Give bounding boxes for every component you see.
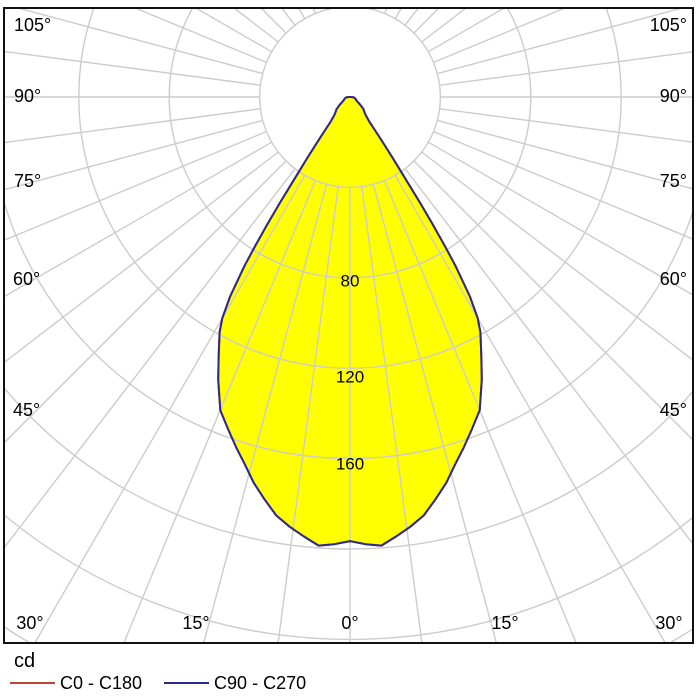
grid-spoke-322.5	[5, 168, 296, 548]
c90-c270-line-swatch	[164, 682, 210, 684]
grid-spoke-37.5	[404, 168, 692, 544]
grid-spoke-60	[427, 141, 692, 296]
angle-label: 15°	[491, 613, 519, 633]
angle-label: 15°	[182, 613, 210, 633]
angle-label: 105°	[649, 15, 687, 35]
angle-label: 45°	[13, 400, 41, 420]
grid-spoke-82.5	[439, 108, 692, 143]
grid-spoke-262.5	[5, 50, 261, 86]
ring-value-label: 160	[335, 454, 365, 474]
grid-spoke-187.5	[259, 0, 339, 7]
grid-spoke-97.5	[439, 51, 692, 86]
angle-label: 75°	[659, 171, 687, 191]
legend-label-c90-c270: C90 - C270	[214, 673, 307, 693]
angle-label: 0°	[341, 613, 359, 633]
grid-spoke-285	[5, 119, 263, 191]
grid-spoke-30	[394, 174, 666, 642]
grid-spoke-255	[18, 9, 263, 75]
curve-c90-c270	[217, 96, 483, 547]
grid-spoke-292.5	[5, 130, 267, 241]
angle-label: 60°	[659, 269, 687, 289]
legend: C0 - C180 C90 - C270	[10, 674, 306, 692]
grid-spoke-112.5	[433, 9, 565, 64]
angle-label: 90°	[14, 86, 42, 106]
angle-label: 90°	[659, 86, 687, 106]
grid-spoke-345	[203, 184, 328, 642]
legend-label-c0-c180: C0 - C180	[60, 673, 143, 693]
grid-spoke-45	[413, 160, 692, 440]
grid-spoke-75	[437, 119, 692, 190]
angle-label: 60°	[13, 269, 41, 289]
plot-border	[3, 7, 694, 644]
legend-item-c90-c270: C90 - C270	[164, 674, 306, 692]
grid-spoke-157.5	[383, 9, 388, 14]
ring-value-label: 120	[335, 367, 365, 387]
grid-spoke-247.5	[135, 9, 267, 64]
grid-spoke-67.5	[433, 130, 692, 240]
grid-spoke-202.5	[312, 9, 317, 14]
grid-spoke-105	[437, 9, 682, 75]
grid-spoke-15	[372, 184, 497, 642]
grid-spoke-277.5	[5, 108, 261, 144]
unit-title: cd	[14, 650, 36, 672]
grid-spoke-300	[5, 141, 273, 297]
angle-label: 30°	[655, 613, 683, 633]
grid-spoke-7.5	[361, 186, 423, 642]
legend-item-c0-c180: C0 - C180	[10, 674, 142, 692]
grid-spoke-330	[34, 174, 306, 642]
grid-spoke-337.5	[123, 180, 317, 642]
ring-value-label: 80	[340, 271, 360, 291]
grid-spoke-22.5	[383, 180, 577, 642]
grid-spoke-172.5	[362, 0, 442, 7]
angle-label: 45°	[659, 400, 687, 420]
grid-spoke-315	[5, 160, 287, 443]
angle-label: 105°	[14, 15, 52, 35]
grid-spoke-307.5	[5, 151, 279, 363]
angle-label: 30°	[16, 613, 44, 633]
angle-label: 75°	[14, 171, 42, 191]
grid-spoke-52.5	[421, 151, 692, 361]
grid-spoke-352.5	[277, 186, 339, 642]
c0-c180-line-swatch	[10, 682, 55, 684]
